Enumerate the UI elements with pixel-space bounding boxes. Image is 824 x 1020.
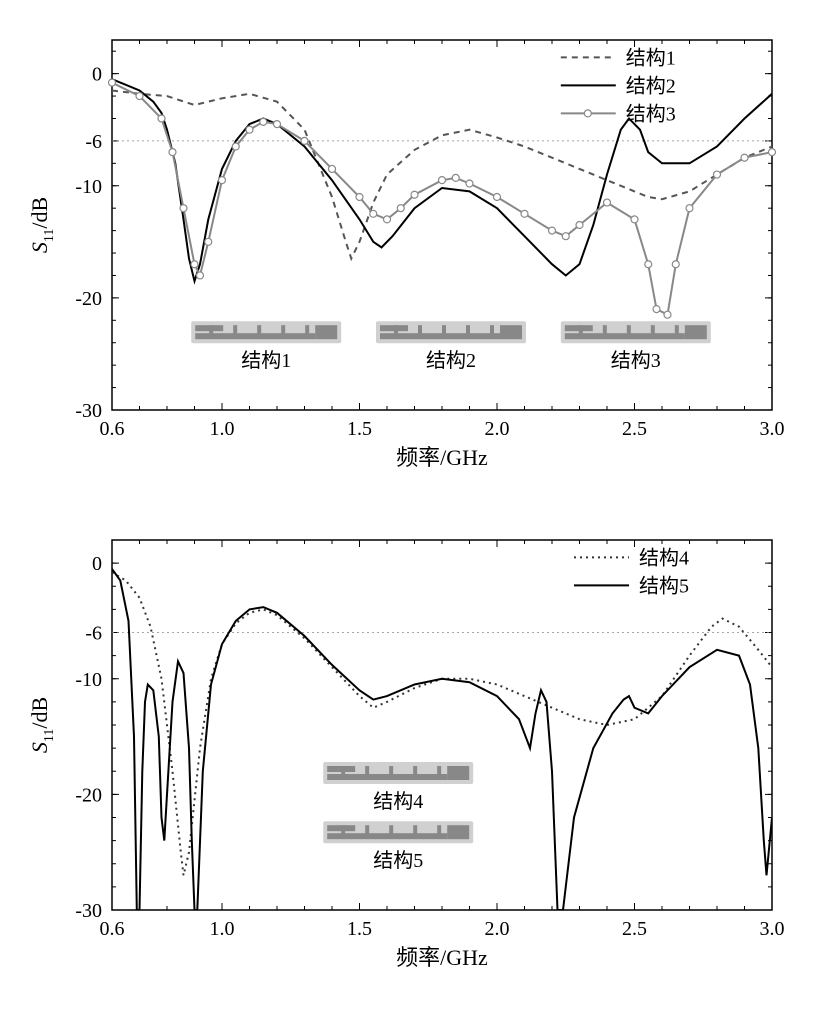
y-axis-label: S11/dB	[27, 697, 57, 753]
series-marker	[741, 154, 748, 161]
legend-label: 结构2	[626, 74, 676, 97]
y-tick-label: -30	[75, 900, 102, 922]
y-tick-label: -20	[75, 784, 102, 806]
y-tick-label: -6	[85, 131, 102, 153]
series-marker	[260, 118, 267, 125]
x-tick-label: 3.0	[760, 918, 785, 940]
structure-thumb-label: 结构1	[241, 349, 291, 372]
series-marker	[136, 93, 143, 100]
series-marker	[494, 193, 501, 200]
legend-marker	[584, 110, 591, 117]
series-marker	[576, 222, 583, 229]
y-tick-label: -6	[85, 623, 102, 645]
x-tick-label: 2.5	[622, 418, 647, 440]
structure-thumb-结构5: 结构5	[323, 821, 473, 872]
series-marker	[664, 311, 671, 318]
y-tick-label: 0	[92, 553, 102, 575]
legend-label: 结构1	[626, 46, 676, 69]
series-marker	[191, 261, 198, 268]
s11-chart-structures-1-3: 0.6 1.0 1.5 2.0 2.5 3.0 -30 -20 -10 -6 0 频率/GHz S11/…	[12, 10, 812, 490]
series-marker	[397, 205, 404, 212]
series-marker	[274, 121, 281, 128]
x-tick-label: 0.6	[100, 918, 125, 940]
series-marker	[158, 115, 165, 122]
series-marker	[180, 205, 187, 212]
structure-thumb-结构3: 结构3	[561, 321, 711, 372]
series-marker	[549, 227, 556, 234]
series-line-结构5	[112, 569, 772, 910]
structure-thumb-label: 结构2	[426, 349, 476, 372]
series-marker	[329, 165, 336, 172]
structure-thumb-结构1: 结构1	[191, 321, 341, 372]
x-tick-label: 2.0	[485, 918, 510, 940]
x-axis-label: 频率/GHz	[396, 945, 488, 970]
structure-thumb-label: 结构3	[611, 349, 661, 372]
series-marker	[653, 306, 660, 313]
series-marker	[769, 149, 776, 156]
series-marker	[466, 180, 473, 187]
series-marker	[631, 216, 638, 223]
chart1-svg: 0.6 1.0 1.5 2.0 2.5 3.0 -30 -20 -10 -6 0 频率/GHz S11/…	[12, 10, 812, 490]
series-marker	[169, 149, 176, 156]
series-marker	[411, 191, 418, 198]
y-axis-label: S11/dB	[27, 197, 57, 253]
series-marker	[246, 126, 253, 133]
x-tick-label: 1.5	[347, 418, 372, 440]
legend-label: 结构3	[626, 102, 676, 125]
series-marker	[686, 205, 693, 212]
series-marker	[205, 238, 212, 245]
structure-thumb-结构4: 结构4	[323, 762, 473, 813]
series-marker	[370, 210, 377, 217]
structure-thumb-label: 结构5	[373, 849, 423, 872]
series-marker	[562, 233, 569, 240]
x-tick-label: 0.6	[100, 418, 125, 440]
x-tick-label: 1.5	[347, 918, 372, 940]
legend-label: 结构4	[639, 546, 689, 569]
legend-label: 结构5	[639, 574, 689, 597]
y-tick-label: -30	[75, 400, 102, 422]
series-marker	[645, 261, 652, 268]
series-marker	[356, 193, 363, 200]
structure-thumb-结构2: 结构2	[376, 321, 526, 372]
series-marker	[197, 272, 204, 279]
x-tick-label: 2.0	[485, 418, 510, 440]
series-marker	[452, 174, 459, 181]
series-marker	[672, 261, 679, 268]
x-axis-label: 频率/GHz	[396, 445, 488, 470]
series-marker	[109, 79, 116, 86]
series-marker	[301, 137, 308, 144]
series-marker	[604, 199, 611, 206]
x-tick-label: 2.5	[622, 918, 647, 940]
y-tick-label: -10	[75, 669, 102, 691]
x-tick-label: 3.0	[760, 418, 785, 440]
y-tick-label: 0	[92, 64, 102, 86]
chart2-svg: 0.6 1.0 1.5 2.0 2.5 3.0 -30 -20 -10 -6 0 频率/GHz S11/…	[12, 510, 812, 990]
series-marker	[714, 171, 721, 178]
y-tick-label: -10	[75, 176, 102, 198]
x-tick-label: 1.0	[210, 418, 235, 440]
s11-chart-structures-4-5: 0.6 1.0 1.5 2.0 2.5 3.0 -30 -20 -10 -6 0 频率/GHz S11/…	[12, 510, 812, 990]
series-marker	[439, 177, 446, 184]
series-marker	[384, 216, 391, 223]
series-marker	[219, 177, 226, 184]
series-marker	[232, 143, 239, 150]
structure-thumb-label: 结构4	[373, 790, 423, 813]
y-tick-label: -20	[75, 288, 102, 310]
series-marker	[521, 210, 528, 217]
x-tick-label: 1.0	[210, 918, 235, 940]
